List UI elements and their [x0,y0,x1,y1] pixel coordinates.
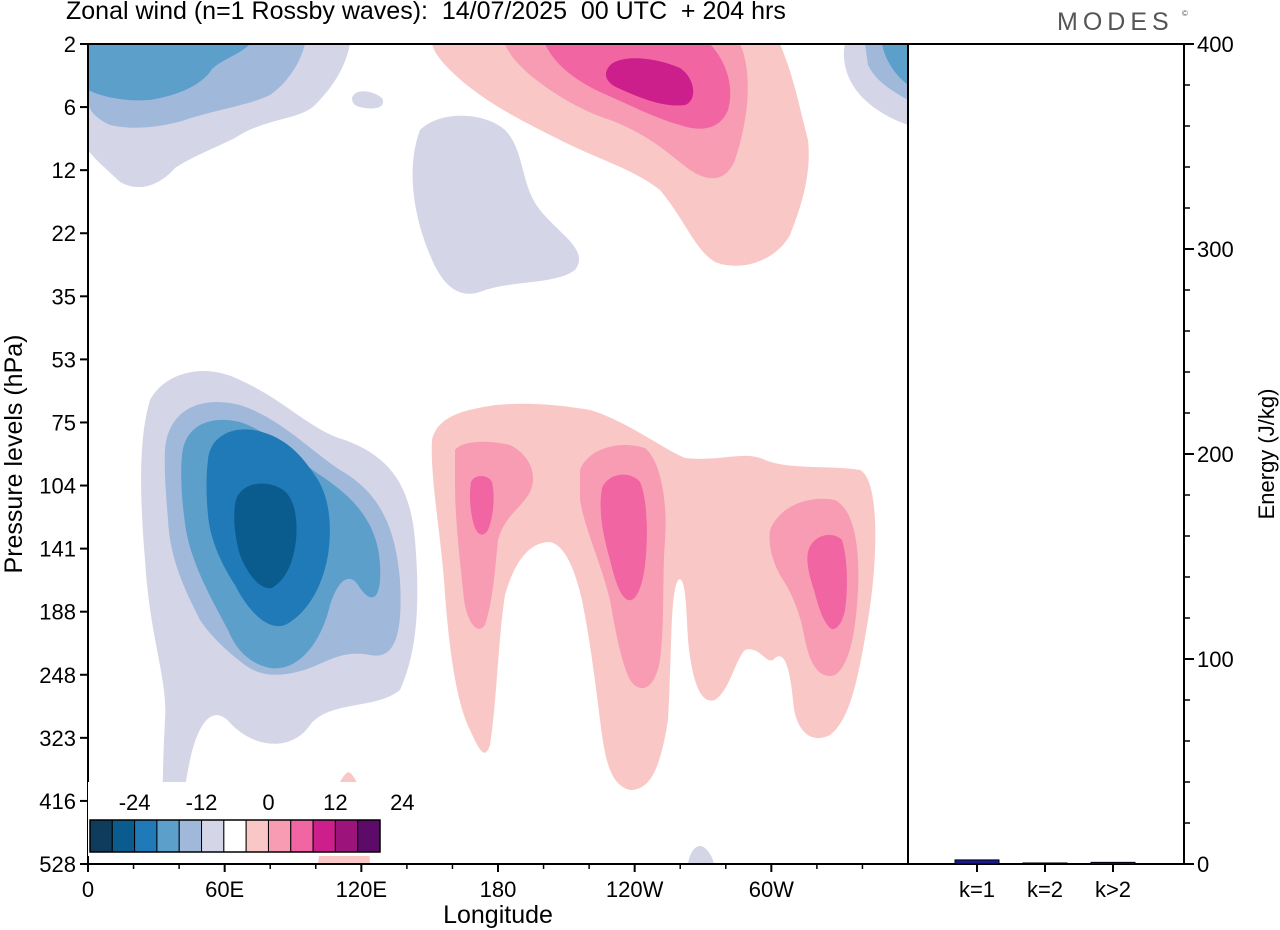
x-tick-label: 60E [205,877,244,902]
contour-pos-16 [470,476,494,535]
energy-category-label: k=1 [959,877,995,902]
colorbar-swatch [201,819,225,853]
energy-bar [1022,862,1068,865]
x-axis-ticks: 0 60E 120E 180 120W 60W [82,864,864,902]
energy-bar [954,859,1000,865]
energy-tick-label: 300 [1197,237,1234,262]
y-tick-label: 6 [64,95,76,120]
colorbar-swatch [357,819,381,853]
y-tick-label: 141 [39,537,76,562]
contour-neg-12 [88,44,250,101]
energy-plot-frame [907,43,1185,865]
y-tick-label: 22 [52,221,76,246]
x-tick-label: 120W [606,877,664,902]
colorbar-swatch [223,819,247,853]
colorbar-frame [89,819,381,853]
contour-neg-24 [234,483,297,589]
y-tick-label: 53 [52,347,76,372]
x-tick-label: 180 [480,877,517,902]
x-axis-label: Longitude [443,901,553,929]
brand-logo: MODES [1057,8,1174,36]
colorbar-swatch [245,819,269,853]
colorbar: -24 -12 0 12 24 [88,782,415,856]
colorbar-swatch [334,819,359,853]
energy-tick-label: 0 [1197,852,1209,877]
y-tick-label: 323 [39,726,76,751]
x-tick-label: 120E [336,877,387,902]
colorbar-swatch [111,819,136,853]
colorbar-swatch [134,819,158,853]
contour-pos-20 [605,58,694,106]
energy-bars: k=1 k=2 k>2 [954,859,1136,902]
energy-bar [1090,861,1136,865]
colorbar-swatch [312,819,336,853]
contour-field [88,44,908,864]
x-tick-label: 0 [82,877,94,902]
y-tick-label: 528 [39,852,76,877]
y-tick-label: 416 [39,789,76,814]
y-axis-ticks: 2 6 12 22 35 53 75 104 141 188 248 323 416 528 [39,32,88,877]
colorbar-tick-label: 24 [390,790,414,815]
y-axis-label: Pressure levels (hPa) [0,335,28,574]
y-tick-label: 104 [39,474,76,499]
colorbar-tick-label: -24 [119,790,151,815]
energy-axis-ticks: 0 100 200 300 400 [1184,32,1234,877]
energy-category-label: k>2 [1095,877,1131,902]
colorbar-swatch [156,819,180,853]
colorbar-swatch [290,819,314,853]
colorbar-swatch [89,819,113,853]
y-tick-label: 2 [64,32,76,57]
contour-neg-12 [882,44,908,85]
y-tick-label: 75 [52,410,76,435]
energy-tick-label: 400 [1197,32,1234,57]
colorbar-tick-label: 0 [262,790,274,815]
chart-title: Zonal wind (n=1 Rossby waves): 14/07/202… [66,0,786,25]
brand-copyright-mark: © [1182,9,1188,18]
colorbar-swatch [178,819,203,853]
contour-neg-4 [352,91,384,109]
colorbar-swatch [267,819,292,853]
energy-category-label: k=2 [1027,877,1063,902]
colorbar-tick-label: 12 [323,790,347,815]
contour-pos-16 [807,534,847,630]
x-tick-label: 60W [749,877,794,902]
y-tick-label: 188 [39,600,76,625]
y-tick-label: 12 [52,158,76,183]
colorbar-tick-label: -12 [186,790,218,815]
contour-neg-4 [412,115,580,294]
energy-axis-label: Energy (J/kg) [1254,389,1279,520]
y-tick-label: 248 [39,663,76,688]
contour-pos-16 [600,474,647,601]
energy-tick-label: 100 [1197,647,1234,672]
energy-tick-label: 200 [1197,442,1234,467]
contour-neg-4 [688,845,714,864]
y-tick-label: 35 [52,284,76,309]
